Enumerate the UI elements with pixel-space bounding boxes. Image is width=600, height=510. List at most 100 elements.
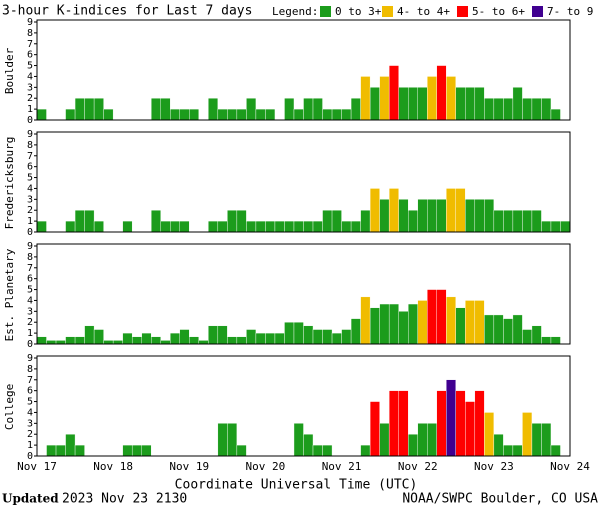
bar bbox=[198, 340, 209, 345]
bar bbox=[360, 210, 371, 233]
panel-frame bbox=[36, 243, 571, 345]
bar bbox=[151, 336, 161, 345]
bar bbox=[522, 98, 533, 121]
bar bbox=[255, 220, 266, 233]
bar bbox=[417, 199, 428, 233]
bar bbox=[360, 76, 371, 121]
y-axis-title: Fredericksburg bbox=[3, 137, 16, 230]
bar bbox=[112, 340, 123, 345]
y-tick-label: 6 bbox=[27, 274, 33, 285]
bar bbox=[141, 332, 152, 345]
bar bbox=[189, 336, 200, 345]
y-tick-label: 5 bbox=[27, 397, 33, 408]
bar bbox=[541, 98, 552, 121]
bar bbox=[407, 434, 418, 457]
y-tick-label: 3 bbox=[27, 306, 33, 317]
bar bbox=[388, 303, 399, 345]
bar bbox=[493, 210, 504, 233]
bar bbox=[512, 444, 523, 457]
y-tick-label: 9 bbox=[27, 129, 33, 140]
bar bbox=[312, 444, 323, 457]
bar bbox=[151, 98, 161, 121]
x-tick-label: Nov 20 bbox=[246, 460, 286, 473]
bar bbox=[227, 108, 238, 121]
bar bbox=[503, 444, 514, 457]
bar bbox=[208, 220, 219, 233]
bar bbox=[312, 220, 323, 233]
bar bbox=[303, 220, 314, 233]
bar bbox=[407, 87, 418, 121]
bar bbox=[550, 444, 561, 457]
y-tick-label: 0 bbox=[27, 227, 33, 238]
bar bbox=[189, 108, 200, 121]
bar bbox=[46, 444, 57, 457]
bar bbox=[341, 220, 352, 233]
legend-label: 7- to 9 bbox=[547, 5, 593, 18]
y-tick-label: 9 bbox=[27, 353, 33, 364]
bar bbox=[398, 390, 409, 457]
bar bbox=[93, 98, 104, 121]
bar bbox=[84, 325, 95, 345]
bar bbox=[455, 87, 466, 121]
bar bbox=[74, 98, 85, 121]
bar bbox=[274, 332, 285, 345]
bar bbox=[141, 444, 152, 457]
bar bbox=[531, 98, 542, 121]
bar bbox=[493, 98, 504, 121]
bar bbox=[160, 340, 171, 345]
bar bbox=[84, 98, 95, 121]
bar bbox=[503, 98, 514, 121]
panel-frame bbox=[36, 19, 571, 121]
bar bbox=[322, 210, 333, 233]
bar bbox=[360, 444, 371, 457]
bar bbox=[350, 98, 361, 121]
bar bbox=[246, 220, 257, 233]
bar bbox=[436, 65, 447, 121]
bar bbox=[55, 444, 66, 457]
bar bbox=[398, 311, 409, 345]
y-tick-label: 9 bbox=[27, 241, 33, 252]
y-tick-label: 4 bbox=[27, 71, 33, 82]
bar bbox=[131, 336, 142, 345]
y-tick-label: 7 bbox=[27, 39, 33, 50]
bar bbox=[236, 444, 247, 457]
legend-label: 0 to 3+ bbox=[335, 5, 382, 18]
bar bbox=[312, 98, 323, 121]
bar bbox=[369, 87, 380, 121]
bar bbox=[503, 210, 514, 233]
bar bbox=[398, 199, 409, 233]
bar bbox=[341, 329, 352, 345]
bar bbox=[36, 220, 47, 233]
bar bbox=[350, 220, 361, 233]
source: NOAA/SWPC Boulder, CO USA bbox=[402, 492, 598, 507]
bar bbox=[217, 423, 228, 457]
y-tick-label: 8 bbox=[27, 364, 33, 375]
bar bbox=[531, 210, 542, 233]
y-tick-label: 4 bbox=[27, 183, 33, 194]
y-tick-label: 2 bbox=[27, 93, 33, 104]
y-tick-label: 0 bbox=[27, 339, 33, 350]
bar bbox=[217, 220, 228, 233]
bar bbox=[436, 199, 447, 233]
bar bbox=[522, 210, 533, 233]
bar bbox=[503, 318, 514, 345]
bar bbox=[484, 314, 495, 345]
y-tick-label: 7 bbox=[27, 263, 33, 274]
bar bbox=[360, 296, 371, 345]
bar bbox=[303, 98, 314, 121]
bar bbox=[427, 423, 437, 457]
bar bbox=[350, 318, 361, 345]
legend-label: 4- to 4+ bbox=[397, 5, 450, 18]
y-tick-label: 2 bbox=[27, 317, 33, 328]
bar bbox=[265, 108, 276, 121]
bar bbox=[255, 108, 266, 121]
bar bbox=[179, 108, 190, 121]
bar bbox=[541, 336, 552, 345]
legend-swatch bbox=[320, 6, 331, 17]
y-tick-label: 1 bbox=[27, 216, 33, 227]
bar bbox=[36, 336, 47, 345]
bar bbox=[465, 87, 476, 121]
bar bbox=[170, 332, 180, 345]
bar bbox=[65, 336, 76, 345]
